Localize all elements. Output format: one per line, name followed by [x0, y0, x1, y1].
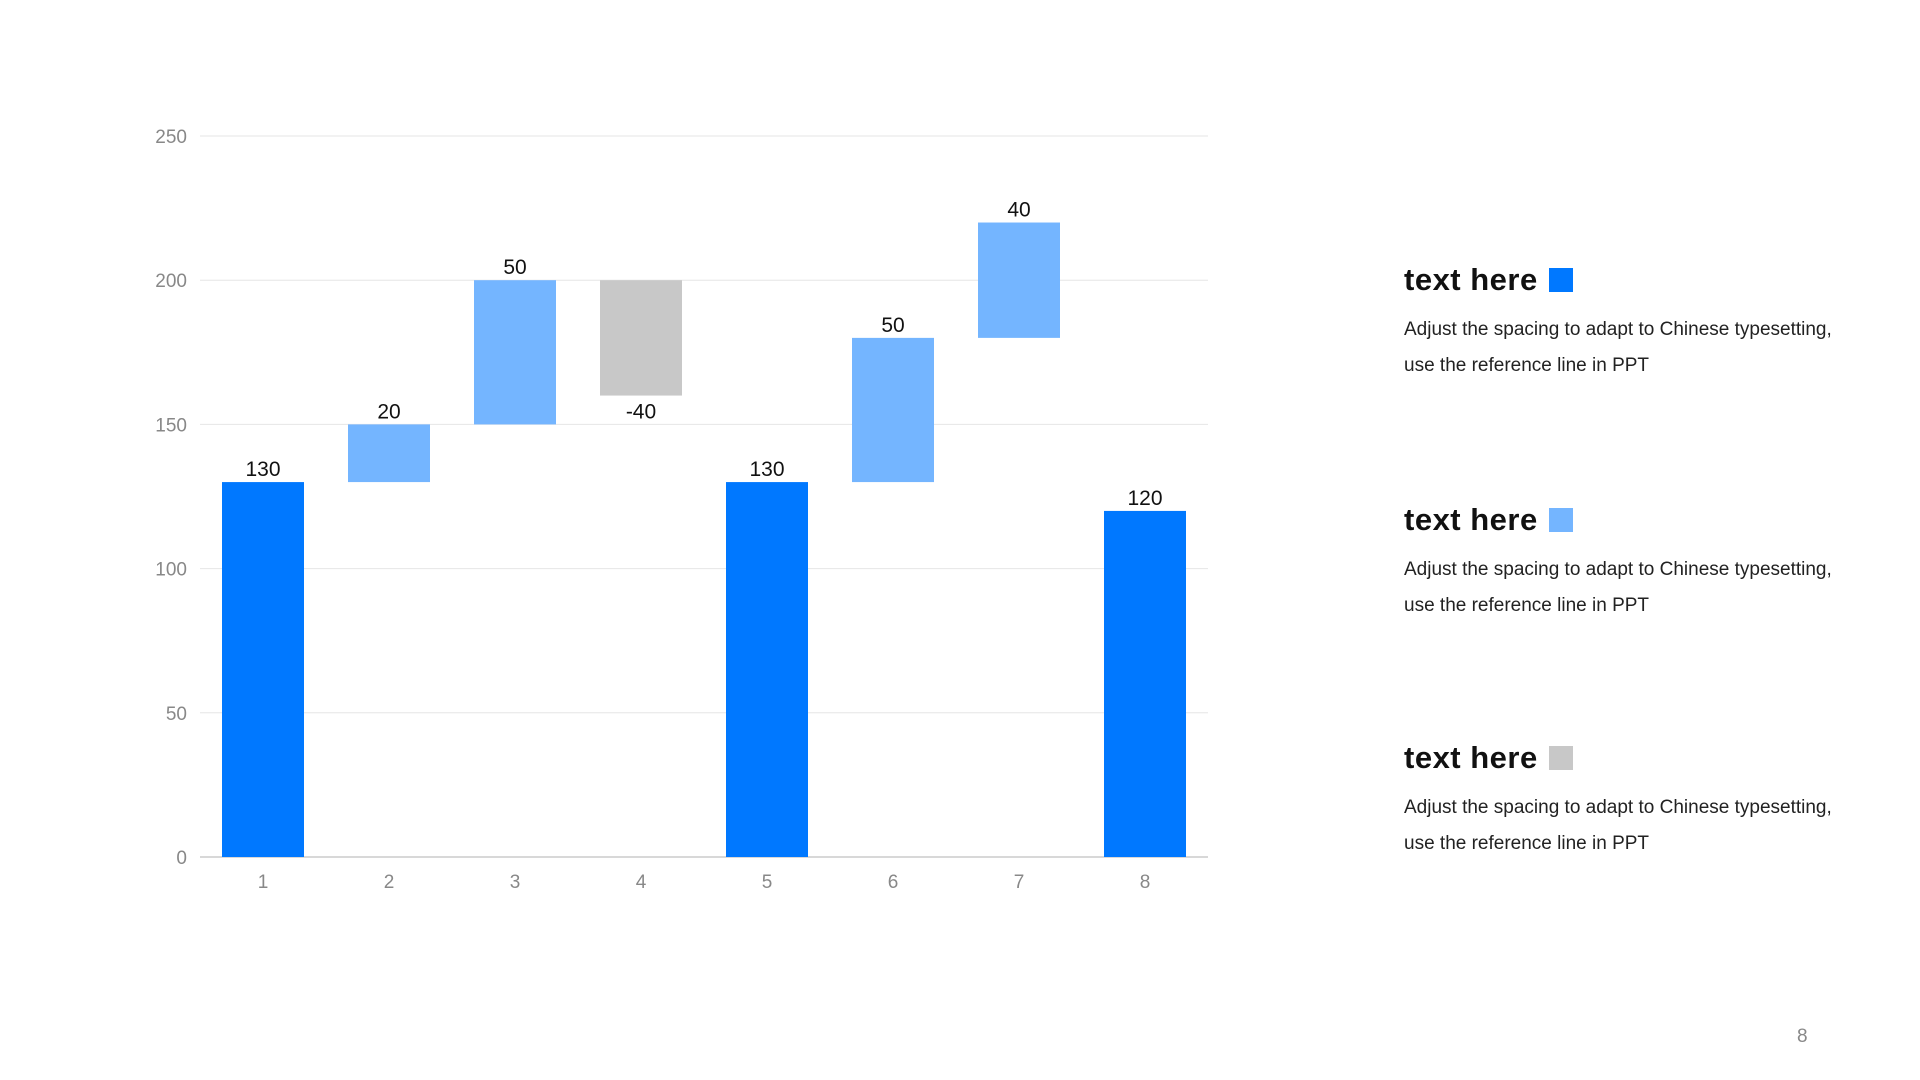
bar-total: [1104, 510, 1186, 857]
data-label: 50: [881, 314, 904, 337]
x-tick-label: 8: [1140, 872, 1151, 893]
bar-increase: [348, 424, 430, 483]
y-tick-label: 200: [155, 271, 187, 292]
legend-description: Adjust the spacing to adapt to Chinese t…: [1404, 319, 1832, 376]
legend-title: text here: [1404, 262, 1538, 297]
legend-swatch-square: [1548, 268, 1573, 292]
legend-item-1: text here Adjust the spacing to adapt to…: [1404, 262, 1844, 384]
bar-decrease: [600, 280, 682, 396]
data-label: 20: [377, 400, 400, 423]
legend-title: text here: [1404, 502, 1538, 537]
data-label: 130: [245, 458, 280, 481]
legend-item-3: text here Adjust the spacing to adapt to…: [1404, 740, 1844, 862]
y-tick-label: 0: [176, 848, 187, 869]
data-labels: 130 20 50 -40 130 50 40 120: [245, 199, 1162, 510]
x-tick-label: 3: [510, 872, 521, 893]
axes: 0 50 100 150 200 250 1 2 3 4 5 6 7 8: [155, 127, 1208, 893]
data-label: 40: [1007, 199, 1030, 222]
bar-increase: [978, 222, 1060, 338]
page-number: 8: [1797, 1026, 1808, 1047]
legend-description: Adjust the spacing to adapt to Chinese t…: [1404, 559, 1832, 616]
data-label: -40: [626, 401, 656, 424]
bars: [222, 222, 1186, 857]
data-label: 50: [503, 256, 526, 279]
x-tick-label: 5: [762, 872, 773, 893]
data-label: 120: [1127, 487, 1162, 510]
legend-item-2: text here Adjust the spacing to adapt to…: [1404, 502, 1844, 624]
legend-title: text here: [1404, 740, 1538, 775]
legend-swatch-square: [1548, 508, 1573, 532]
bar-total: [726, 482, 808, 857]
y-tick-label: 250: [155, 127, 187, 148]
x-tick-label: 1: [258, 872, 269, 893]
legend-swatch-square: [1548, 746, 1573, 770]
y-tick-label: 100: [155, 560, 187, 581]
x-tick-label: 4: [636, 872, 647, 893]
x-tick-label: 7: [1014, 872, 1025, 893]
bar-increase: [474, 280, 556, 425]
x-tick-label: 6: [888, 872, 899, 893]
y-tick-label: 150: [155, 415, 187, 436]
legend-description: Adjust the spacing to adapt to Chinese t…: [1404, 797, 1832, 854]
x-tick-label: 2: [384, 872, 395, 893]
y-tick-label: 50: [166, 704, 187, 725]
bar-increase: [852, 337, 934, 483]
bar-total: [222, 482, 304, 857]
data-label: 130: [749, 458, 784, 481]
waterfall-chart: 0 50 100 150 200 250 1 2 3 4 5 6 7 8 130 20 50 -40 130 50 4…: [155, 127, 1208, 893]
